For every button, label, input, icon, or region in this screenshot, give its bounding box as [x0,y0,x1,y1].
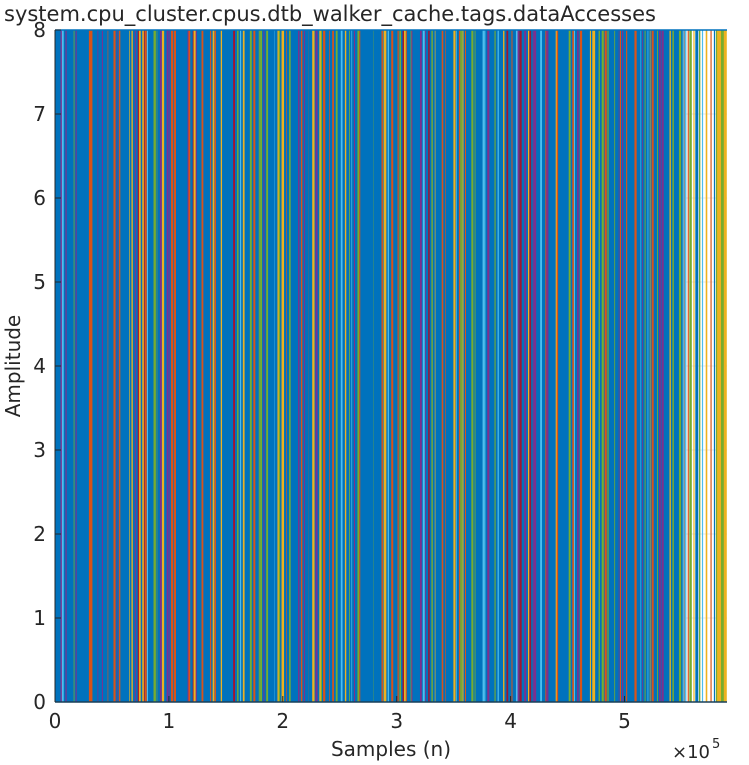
x-axis-label: Samples (n) [331,737,451,761]
x-multiplier-base: ×10 [672,742,710,763]
signal-series [55,29,727,703]
y-tick-label: 2 [33,522,46,546]
y-tick-label: 1 [33,606,46,630]
y-axis-label: Amplitude [1,315,25,418]
x-multiplier-exponent: 5 [712,737,720,752]
x-tick-label: 3 [390,709,403,733]
x-tick-label: 0 [49,709,62,733]
ticks: 0 1 2 3 4 5 0 1 2 3 4 5 6 7 8 [33,18,631,733]
y-tick-label: 0 [33,690,46,714]
x-tick-label: 1 [163,709,176,733]
chart-title: system.cpu_cluster.cpus.dtb_walker_cache… [4,2,656,27]
x-tick-label: 2 [276,709,289,733]
y-tick-label: 4 [33,354,46,378]
y-tick-label: 3 [33,438,46,462]
x-tick-label: 5 [618,709,631,733]
y-tick-label: 5 [33,270,46,294]
x-tick-label: 4 [504,709,517,733]
y-tick-label: 7 [33,102,46,126]
y-tick-label: 6 [33,186,46,210]
y-tick-label: 8 [33,18,46,42]
x-axis-multiplier: ×10 5 [672,737,720,763]
